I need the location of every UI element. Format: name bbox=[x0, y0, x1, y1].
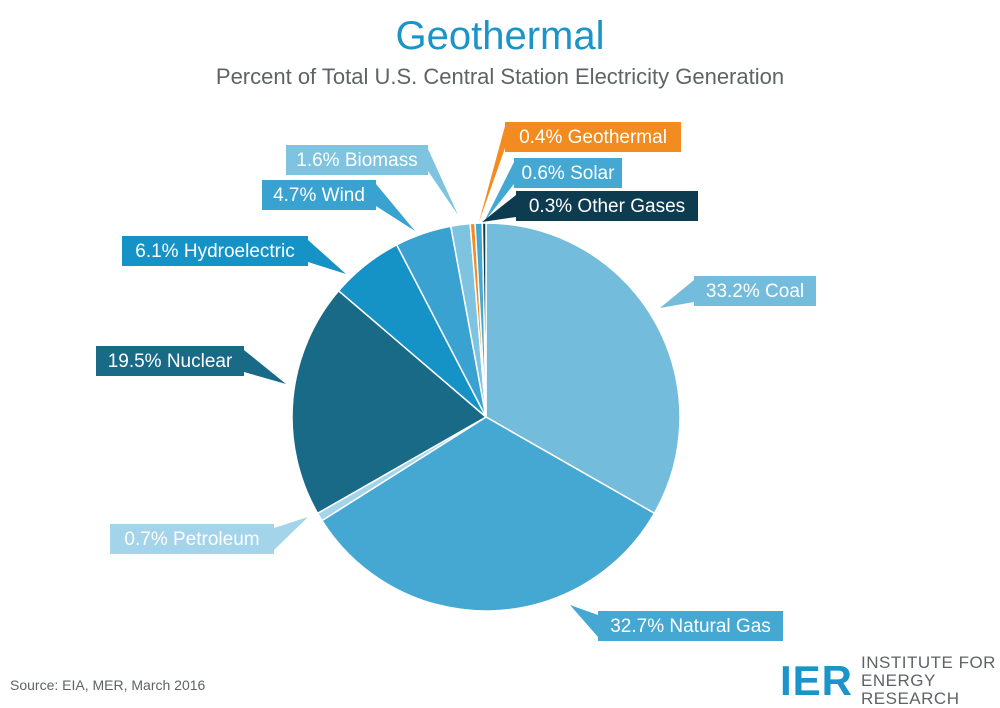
label-box bbox=[286, 145, 428, 175]
chart-title: Geothermal bbox=[395, 14, 605, 58]
label-text: 19.5% Nuclear bbox=[108, 351, 233, 372]
pie-slice-natural-gas bbox=[320, 416, 656, 612]
label-box bbox=[110, 524, 274, 554]
slice-label-petroleum: 0.7% Petroleum bbox=[110, 517, 308, 554]
logo-line-2: ENERGY RESEARCH bbox=[861, 671, 960, 708]
label-box bbox=[516, 191, 698, 221]
label-pointer bbox=[244, 350, 286, 384]
label-box bbox=[598, 611, 783, 641]
label-text: 4.7% Wind bbox=[273, 185, 365, 206]
label-pointer bbox=[308, 240, 346, 274]
pie-slice-other-gases bbox=[481, 222, 487, 418]
slice-label-hydroelectric: 6.1% Hydroelectric bbox=[122, 236, 346, 274]
label-box bbox=[122, 236, 308, 266]
pie-slice-coal bbox=[485, 222, 681, 515]
label-text: 0.7% Petroleum bbox=[124, 529, 259, 550]
slice-label-wind: 4.7% Wind bbox=[262, 180, 415, 231]
slice-label-nuclear: 19.5% Nuclear bbox=[96, 346, 286, 384]
label-pointer bbox=[570, 605, 598, 637]
slice-label-coal: 33.2% Coal bbox=[660, 276, 816, 308]
logo-line-1: INSTITUTE FOR bbox=[861, 653, 996, 672]
slice-label-other-gases: 0.3% Other Gases bbox=[482, 191, 698, 222]
slice-label-natural-gas: 32.7% Natural Gas bbox=[570, 605, 783, 641]
label-pointer bbox=[479, 126, 505, 222]
label-text: 1.6% Biomass bbox=[296, 150, 417, 171]
label-pointer bbox=[376, 184, 415, 231]
source-note: Source: EIA, MER, March 2016 bbox=[10, 677, 206, 693]
label-box bbox=[505, 122, 681, 152]
label-pointer bbox=[660, 280, 694, 308]
label-box bbox=[96, 346, 244, 376]
pie-slices bbox=[291, 222, 681, 612]
label-text: 6.1% Hydroelectric bbox=[135, 241, 294, 262]
label-text: 32.7% Natural Gas bbox=[610, 616, 771, 637]
slice-label-geothermal: 0.4% Geothermal bbox=[479, 122, 681, 222]
label-text: 33.2% Coal bbox=[706, 281, 804, 302]
label-pointer bbox=[484, 162, 514, 222]
label-text: 0.4% Geothermal bbox=[519, 127, 667, 148]
label-pointer bbox=[274, 517, 308, 550]
label-box bbox=[694, 276, 816, 306]
label-text: 0.6% Solar bbox=[522, 163, 616, 184]
label-box bbox=[262, 180, 376, 210]
label-pointer bbox=[482, 195, 516, 222]
pie-slice-nuclear bbox=[291, 289, 488, 515]
label-pointer bbox=[428, 149, 458, 215]
logo-mark: IER bbox=[780, 657, 854, 704]
chart-subtitle: Percent of Total U.S. Central Station El… bbox=[215, 64, 785, 89]
label-box bbox=[514, 158, 622, 188]
slice-label-biomass: 1.6% Biomass bbox=[286, 145, 458, 215]
label-text: 0.3% Other Gases bbox=[529, 196, 685, 217]
slice-label-solar: 0.6% Solar bbox=[484, 158, 622, 222]
